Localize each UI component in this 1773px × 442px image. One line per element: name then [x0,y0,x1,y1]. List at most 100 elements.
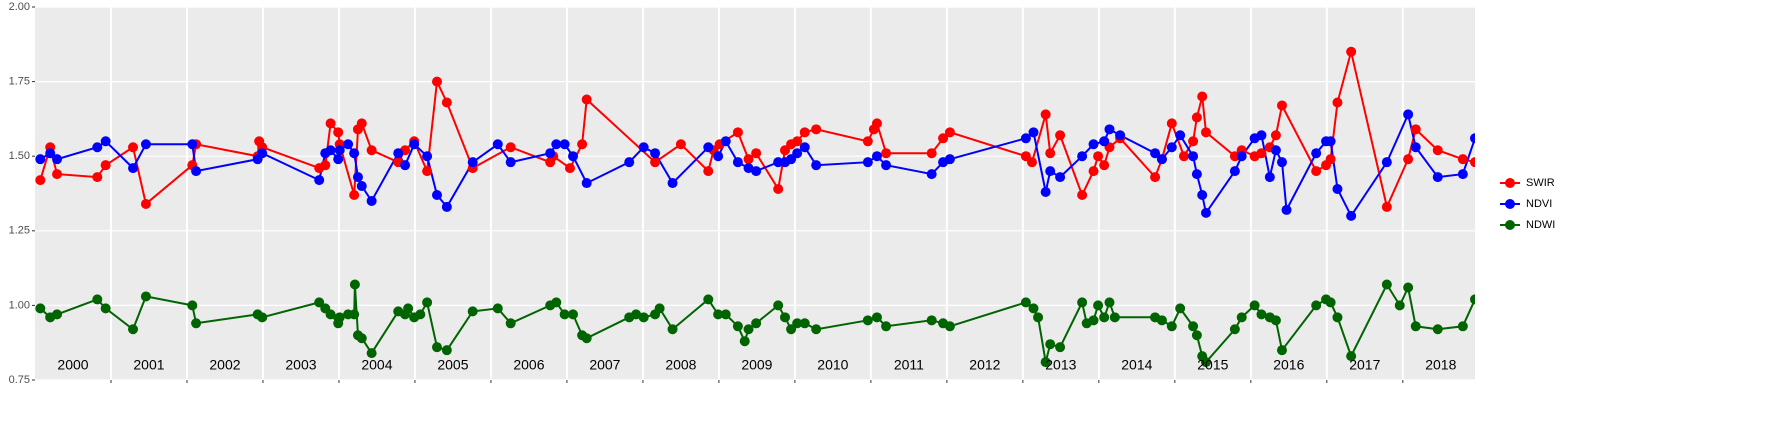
data-point [431,76,442,87]
y-tick-label: 1.75 [9,76,30,88]
data-point [187,139,198,150]
data-point [944,321,955,332]
data-point [1403,154,1414,165]
data-point [35,303,46,314]
data-point [751,166,762,177]
data-point [1229,324,1240,335]
data-point [667,324,678,335]
data-point [356,333,367,344]
data-point [1410,142,1421,153]
data-point [1188,151,1199,162]
data-point [1470,133,1475,144]
data-point [881,148,892,159]
data-point [751,148,762,159]
legend-label: NDVI [1526,198,1552,210]
data-point [1236,151,1247,162]
data-point [1229,166,1240,177]
data-point [811,124,822,135]
data-point [667,178,678,189]
data-point [349,309,360,320]
data-point [1332,97,1343,108]
data-point [100,303,111,314]
data-point [871,118,882,129]
data-point [52,169,63,180]
data-point [862,315,873,326]
data-point [713,151,724,162]
data-point [1264,172,1275,183]
data-point [1175,130,1186,141]
data-point [1276,100,1287,111]
data-point [1093,300,1104,311]
data-point [128,163,139,174]
data-point [505,318,516,329]
data-point [792,136,803,147]
data-point [1088,315,1099,326]
data-point [1055,172,1066,183]
data-point [366,195,377,206]
year-label: 2016 [1273,357,1304,373]
legend-swatch [1505,178,1515,188]
data-point [35,154,46,165]
data-point [1077,151,1088,162]
year-label: 2007 [589,357,620,373]
data-point [944,127,955,138]
data-point [1381,279,1392,290]
data-point [334,312,345,323]
data-point [92,142,103,153]
data-point [1457,169,1468,180]
data-point [871,151,882,162]
year-label: 2018 [1425,357,1456,373]
y-tick-label: 1.50 [9,150,30,162]
data-point [1325,136,1336,147]
data-point [1020,133,1031,144]
data-point [751,318,762,329]
data-point [257,312,268,323]
data-point [1115,130,1126,141]
data-point [1191,330,1202,341]
data-point [35,175,46,186]
plot-panel [35,7,1475,380]
y-tick-label: 0.75 [9,374,30,386]
data-point [1028,303,1039,314]
data-point [1256,309,1267,320]
data-point [100,136,111,147]
year-label: 2006 [513,357,544,373]
year-label: 2014 [1121,357,1152,373]
data-point [1346,351,1357,362]
year-label: 2008 [665,357,696,373]
data-point [780,312,791,323]
data-point [581,94,592,105]
data-point [1236,312,1247,323]
data-point [773,300,784,311]
data-point [1104,297,1115,308]
data-point [325,145,336,156]
data-point [325,309,336,320]
data-point [743,154,754,165]
data-point [1249,300,1260,311]
data-point [349,279,360,290]
data-point [568,151,579,162]
data-point [1197,189,1208,200]
data-point [1040,357,1051,368]
data-point [1191,112,1202,123]
data-point [140,291,151,302]
data-point [1045,339,1056,350]
data-point [568,309,579,320]
data-point [1028,127,1039,138]
data-point [505,157,516,168]
year-label: 2001 [133,357,164,373]
data-point [92,294,103,305]
data-point [551,139,562,150]
y-tick-label: 1.25 [9,225,30,237]
data-point [1346,210,1357,221]
data-point [492,139,503,150]
data-point [577,139,588,150]
year-label: 2004 [361,357,392,373]
data-point [650,157,661,168]
data-point [1150,172,1161,183]
data-point [1470,157,1475,168]
data-point [333,154,344,165]
data-point [128,324,139,335]
data-point [1200,357,1211,368]
data-point [1045,148,1056,159]
